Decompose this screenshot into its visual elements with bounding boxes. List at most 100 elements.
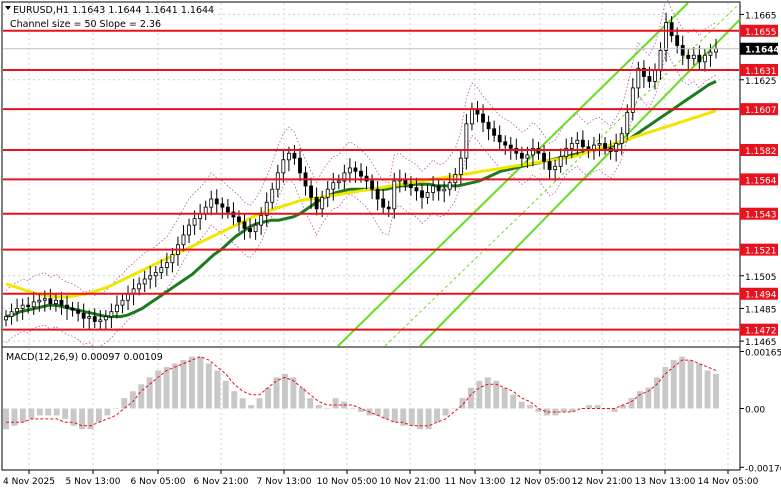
candle-body <box>508 144 513 149</box>
candle-body <box>614 143 619 153</box>
candle-body <box>436 185 441 192</box>
level-tag <box>740 63 778 76</box>
candle-body <box>253 224 258 233</box>
macd-histogram-bar <box>653 377 660 409</box>
time-tick-label: 6 Nov 21:00 <box>194 477 249 487</box>
macd-histogram-bar <box>535 408 542 412</box>
macd-histogram-bar <box>476 380 483 409</box>
candle-body <box>381 198 386 208</box>
macd-histogram-bar <box>96 408 102 423</box>
candle-body <box>275 172 280 190</box>
macd-histogram-bar <box>332 398 339 409</box>
time-tick-label: 13 Nov 13:00 <box>635 477 696 487</box>
level-tag-label: 1.1631 <box>745 67 777 77</box>
candle-body <box>42 298 47 301</box>
macd-histogram-bar <box>459 398 466 409</box>
macd-signal-line <box>6 356 717 427</box>
macd-histogram-bar <box>696 363 703 409</box>
candle-body <box>137 283 142 290</box>
price-tick-label: 1.1465 <box>745 338 777 348</box>
macd-histogram-bar <box>670 360 677 409</box>
candle-body <box>458 157 463 175</box>
current-price-tag <box>740 42 778 55</box>
candle-body <box>558 156 563 167</box>
candle-body <box>420 190 424 198</box>
time-tick-label: 6 Nov 05:00 <box>131 477 186 487</box>
macd-tick-label: -0.00170 <box>745 464 781 474</box>
price-tick-label: 1.1665 <box>745 11 777 21</box>
candle-body <box>320 196 325 210</box>
candle-body <box>331 182 336 190</box>
candle-body <box>20 304 25 309</box>
candle-body <box>630 87 635 113</box>
macd-histogram-bar <box>467 387 474 409</box>
candle-body <box>120 299 125 306</box>
macd-histogram-bar <box>231 391 238 409</box>
macd-histogram-bar <box>129 391 136 409</box>
macd-histogram-bar <box>315 405 322 409</box>
price-tick-label: 1.1625 <box>745 77 777 87</box>
candle-body <box>286 152 291 161</box>
macd-histogram-bar <box>603 408 610 409</box>
candle-body <box>70 308 75 311</box>
macd-histogram-bar <box>214 370 221 409</box>
candle-body <box>408 183 413 188</box>
price-pane-frame <box>1 1 741 471</box>
candle-body <box>641 67 646 77</box>
level-tag-label: 1.1564 <box>745 176 777 186</box>
channel-middle-line <box>384 2 741 347</box>
macd-histogram-bar <box>577 408 584 409</box>
candle-body <box>48 298 53 304</box>
symbol-dropdown-icon[interactable] <box>5 6 11 10</box>
candle-body <box>142 278 147 285</box>
time-tick-label: 14 Nov 05:00 <box>698 477 759 487</box>
macd-histogram-bar <box>36 408 43 416</box>
macd-histogram-bar <box>3 408 9 430</box>
candle-body <box>53 299 58 304</box>
macd-histogram-bar <box>417 408 424 430</box>
time-tick-label: 10 Nov 21:00 <box>380 477 441 487</box>
candle-body <box>431 185 436 193</box>
candle-body <box>564 147 569 157</box>
macd-histogram-bar <box>45 408 52 416</box>
level-tag <box>740 173 778 186</box>
candle-body <box>542 152 546 162</box>
level-tag-label: 1.1655 <box>745 28 777 38</box>
candle-body <box>9 311 14 318</box>
macd-histogram-bar <box>560 408 567 412</box>
trend-channel <box>337 2 741 347</box>
candle-body <box>192 218 197 226</box>
macd-pane: 0.00165 0.00 -0.00170 <box>3 348 781 474</box>
macd-histogram-bar <box>155 370 162 409</box>
time-tick-label: 12 Nov 05:00 <box>510 477 571 487</box>
macd-histogram-bar <box>400 408 407 426</box>
macd-histogram-bar <box>188 356 195 409</box>
candle-body <box>425 192 430 198</box>
macd-histogram-bar <box>628 398 635 409</box>
candle-body <box>181 234 186 246</box>
candle-body <box>525 154 530 159</box>
candle-body <box>664 22 669 51</box>
candle-body <box>531 147 535 156</box>
macd-histogram-bar <box>569 408 576 412</box>
time-tick-label: 12 Nov 21:00 <box>572 477 633 487</box>
macd-histogram-bar <box>146 377 153 409</box>
macd-histogram-bar <box>408 408 415 426</box>
candle-body <box>486 121 491 130</box>
candle-body <box>87 316 92 319</box>
macd-histogram-bar <box>645 387 652 409</box>
candle-body <box>347 167 352 174</box>
lower-band-line <box>5 47 717 349</box>
candle-body <box>708 51 713 56</box>
macd-histogram-bar <box>112 408 119 409</box>
level-tag <box>740 207 778 220</box>
candle-body <box>325 188 330 198</box>
candle-body <box>386 206 391 210</box>
macd-histogram-bar <box>383 408 390 419</box>
candle-body <box>15 308 20 313</box>
candle-body <box>209 198 214 208</box>
candle-body <box>153 272 158 277</box>
candle-body <box>597 143 602 146</box>
candle-body <box>336 180 341 184</box>
candle-body <box>603 143 607 149</box>
